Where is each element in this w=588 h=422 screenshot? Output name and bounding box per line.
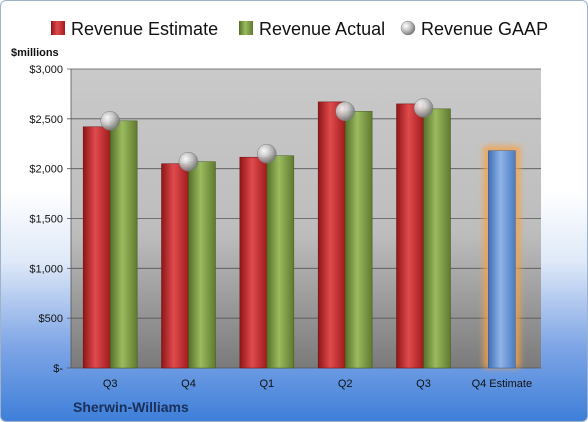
bars bbox=[82, 101, 521, 369]
x-axis-ticks: Q3 Q4 Q1 Q2 Q3 Q4 Estimate bbox=[103, 378, 532, 390]
y-tick-label: $2,500 bbox=[29, 114, 63, 126]
y-tick-label: $- bbox=[53, 363, 63, 375]
bar-revenue-estimate-3 bbox=[317, 101, 346, 369]
y-tick-label: $2,000 bbox=[29, 164, 63, 176]
marker-revenue-gaap-4 bbox=[413, 98, 434, 118]
bar-revenue-actual-3 bbox=[344, 111, 373, 369]
gaap-markers bbox=[100, 98, 434, 172]
bar-q4-estimate bbox=[488, 150, 516, 369]
legend-label-revenue-estimate: Revenue Estimate bbox=[71, 19, 218, 39]
bar-revenue-estimate-1 bbox=[161, 163, 189, 369]
bar-revenue-estimate-2 bbox=[239, 156, 268, 369]
x-tick-label-q4-1: Q4 bbox=[181, 378, 196, 390]
bar-revenue-actual-4 bbox=[423, 108, 451, 369]
legend-swatch-revenue-estimate bbox=[51, 21, 65, 35]
legend-swatch-revenue-gaap bbox=[400, 20, 416, 36]
legend: Revenue Estimate Revenue Actual Revenue … bbox=[51, 19, 548, 39]
y-axis-ticks: $- $500 $1,000 $1,500 $2,000 $2,500 $3,000 bbox=[29, 64, 72, 375]
legend-swatch-revenue-actual bbox=[239, 21, 253, 35]
bar-revenue-actual-2 bbox=[266, 155, 295, 369]
x-tick-label-q3-4: Q3 bbox=[416, 378, 431, 390]
marker-revenue-gaap-2 bbox=[257, 143, 277, 164]
company-name: Sherwin-Williams bbox=[73, 399, 189, 415]
bar-revenue-actual-0 bbox=[109, 120, 138, 369]
y-tick-label: $1,000 bbox=[29, 263, 63, 275]
legend-label-revenue-actual: Revenue Actual bbox=[259, 19, 385, 39]
y-tick-label: $500 bbox=[39, 313, 63, 325]
x-tick-label-q3-0: Q3 bbox=[103, 378, 118, 390]
y-tick-label: $1,500 bbox=[29, 214, 63, 226]
bar-revenue-estimate-4 bbox=[396, 103, 424, 369]
bar-revenue-estimate-0 bbox=[82, 126, 111, 369]
marker-revenue-gaap-0 bbox=[100, 111, 120, 131]
marker-revenue-gaap-3 bbox=[335, 101, 355, 122]
bar-revenue-actual-1 bbox=[188, 161, 216, 369]
legend-label-revenue-gaap: Revenue GAAP bbox=[421, 19, 548, 39]
y-axis-unit-label: $millions bbox=[11, 47, 59, 59]
x-tick-label-q1-2: Q1 bbox=[259, 378, 274, 390]
x-tick-label-q4-estimate-5: Q4 Estimate bbox=[472, 378, 533, 390]
y-tick-label: $3,000 bbox=[29, 64, 63, 76]
marker-revenue-gaap-1 bbox=[178, 151, 199, 172]
gridlines bbox=[71, 68, 541, 369]
x-tick-label-q2-3: Q2 bbox=[338, 378, 353, 390]
